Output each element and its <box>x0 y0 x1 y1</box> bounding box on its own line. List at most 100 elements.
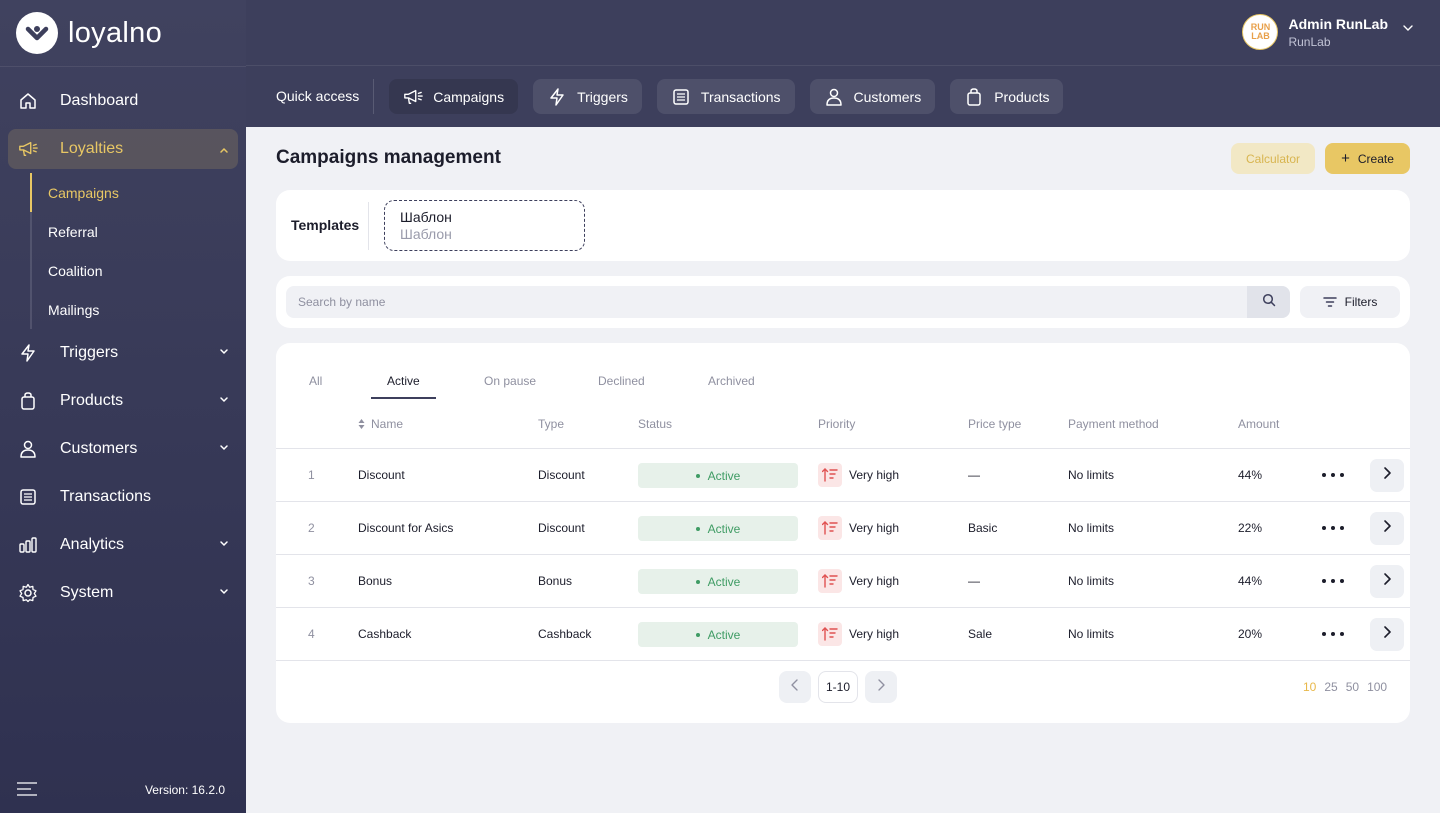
header: RUN LAB Admin RunLab RunLab Quick access… <box>246 0 1440 127</box>
sidebar-subitem-coalition[interactable]: Coalition <box>48 262 103 279</box>
logo[interactable]: loyalno <box>16 11 162 55</box>
page-size-option[interactable]: 10 <box>1303 680 1317 694</box>
campaign-type: Discount <box>538 468 585 482</box>
quick-button-label: Campaigns <box>433 88 505 105</box>
create-button[interactable]: + Create <box>1325 143 1410 174</box>
more-options-icon[interactable] <box>1322 569 1344 593</box>
payment-method: No limits <box>1068 627 1115 641</box>
tab-on-pause[interactable]: On pause <box>484 374 537 388</box>
template-item[interactable]: Шаблон Шаблон <box>384 200 585 251</box>
chevron-down-icon[interactable] <box>1402 21 1414 39</box>
list-icon <box>18 487 38 507</box>
table-row[interactable]: 4 Cashback Cashback Active Very high Sal… <box>276 608 1410 661</box>
sidebar-item-label: Analytics <box>60 536 125 553</box>
prev-page-button[interactable] <box>779 671 811 703</box>
header-divider <box>246 65 1440 66</box>
quick-button-label: Triggers <box>577 88 628 105</box>
quick-campaigns-button[interactable]: Campaigns <box>389 79 519 114</box>
page-size-option[interactable]: 50 <box>1345 680 1360 694</box>
column-label: Name <box>371 417 404 431</box>
quick-access-label: Quick access <box>276 79 375 114</box>
payment-method: No limits <box>1068 574 1115 588</box>
calculator-button[interactable]: Calculator <box>1231 143 1315 174</box>
user-icon <box>18 439 38 459</box>
more-options-icon[interactable] <box>1322 463 1344 487</box>
sidebar-item-label: Dashboard <box>60 92 139 109</box>
campaign-type: Cashback <box>538 627 592 641</box>
priority-high-icon <box>818 622 842 646</box>
sidebar-item-system[interactable]: System <box>0 569 246 617</box>
filters-button[interactable]: Filters <box>1300 286 1400 318</box>
status-label: Active <box>707 521 741 536</box>
status-badge: Active <box>638 463 798 488</box>
open-row-button[interactable] <box>1370 565 1404 598</box>
price-type: Basic <box>968 521 998 535</box>
list-icon <box>671 87 691 107</box>
status-badge: Active <box>638 569 798 594</box>
quick-transactions-button[interactable]: Transactions <box>656 79 795 114</box>
column-header-name[interactable]: Name <box>358 417 403 432</box>
price-type: — <box>968 468 980 482</box>
open-row-button[interactable] <box>1370 512 1404 545</box>
user-menu[interactable]: RUN LAB Admin RunLab RunLab <box>1242 14 1414 50</box>
sidebar-item-label: Triggers <box>60 344 119 361</box>
quick-customers-button[interactable]: Customers <box>809 79 936 114</box>
sidebar-nav: Dashboard Loyalties Campaigns Referral C… <box>0 77 246 617</box>
next-page-button[interactable] <box>865 671 897 703</box>
table-row[interactable]: 1 Discount Discount Active Very high — N… <box>276 449 1410 502</box>
sidebar-subitem-referral[interactable]: Referral <box>48 223 98 240</box>
chevron-right-icon <box>1382 572 1392 591</box>
amount: 44% <box>1238 468 1263 482</box>
sidebar-subitem-mailings[interactable]: Mailings <box>48 301 100 318</box>
amount: 44% <box>1238 574 1263 588</box>
page-size-selector: 10 25 50 100 <box>1303 680 1387 694</box>
status-badge: Active <box>638 622 798 647</box>
open-row-button[interactable] <box>1370 459 1404 492</box>
more-options-icon[interactable] <box>1322 622 1344 646</box>
table-row[interactable]: 2 Discount for Asics Discount Active Ver… <box>276 502 1410 555</box>
templates-label: Templates <box>291 217 360 233</box>
quick-triggers-button[interactable]: Triggers <box>533 79 642 114</box>
search-button[interactable] <box>1247 286 1290 318</box>
page-size-option[interactable]: 100 <box>1367 680 1388 694</box>
sidebar-item-triggers[interactable]: Triggers <box>0 329 246 377</box>
sidebar-divider <box>0 66 246 67</box>
sidebar-item-label: Transactions <box>60 488 151 505</box>
avatar: RUN LAB <box>1242 14 1279 50</box>
row-number: 1 <box>308 468 315 482</box>
tab-active[interactable]: Active <box>387 374 420 388</box>
sidebar-item-loyalties[interactable]: Loyalties <box>8 129 238 169</box>
sidebar-item-transactions[interactable]: Transactions <box>0 473 246 521</box>
sidebar-item-label: System <box>60 584 114 601</box>
collapse-menu-icon[interactable] <box>17 781 37 802</box>
table-row[interactable]: 3 Bonus Bonus Active Very high — No limi… <box>276 555 1410 608</box>
campaign-name: Cashback <box>358 627 412 641</box>
status-tabs: All Active On pause Declined Archived <box>276 368 1410 399</box>
tab-all[interactable]: All <box>309 374 323 388</box>
sidebar-item-label: Products <box>60 392 124 409</box>
sidebar-item-products[interactable]: Products <box>0 377 246 425</box>
sidebar-subitem-campaigns[interactable]: Campaigns <box>48 184 119 201</box>
more-options-icon[interactable] <box>1322 516 1344 540</box>
templates-divider <box>368 202 369 250</box>
sidebar-item-customers[interactable]: Customers <box>0 425 246 473</box>
page-size-option[interactable]: 25 <box>1324 680 1338 694</box>
tab-archived[interactable]: Archived <box>708 374 755 388</box>
sidebar-item-dashboard[interactable]: Dashboard <box>0 77 246 125</box>
campaigns-table-card: All Active On pause Declined Archived Na… <box>276 343 1410 723</box>
plus-icon: + <box>1341 149 1350 167</box>
templates-card: Templates Шаблон Шаблон <box>276 190 1410 261</box>
sidebar-footer: Version: 16.2.0 <box>0 769 246 813</box>
active-tab-indicator <box>371 397 436 399</box>
amount: 22% <box>1238 521 1263 535</box>
home-icon <box>18 91 38 111</box>
tab-declined[interactable]: Declined <box>598 374 645 388</box>
quick-button-label: Transactions <box>700 88 781 105</box>
sidebar-item-analytics[interactable]: Analytics <box>0 521 246 569</box>
gear-icon <box>18 583 38 603</box>
sidebar-item-label: Loyalties <box>60 140 124 157</box>
megaphone-icon <box>403 87 424 107</box>
open-row-button[interactable] <box>1370 618 1404 651</box>
quick-products-button[interactable]: Products <box>950 79 1064 114</box>
search-input[interactable] <box>286 286 1246 318</box>
